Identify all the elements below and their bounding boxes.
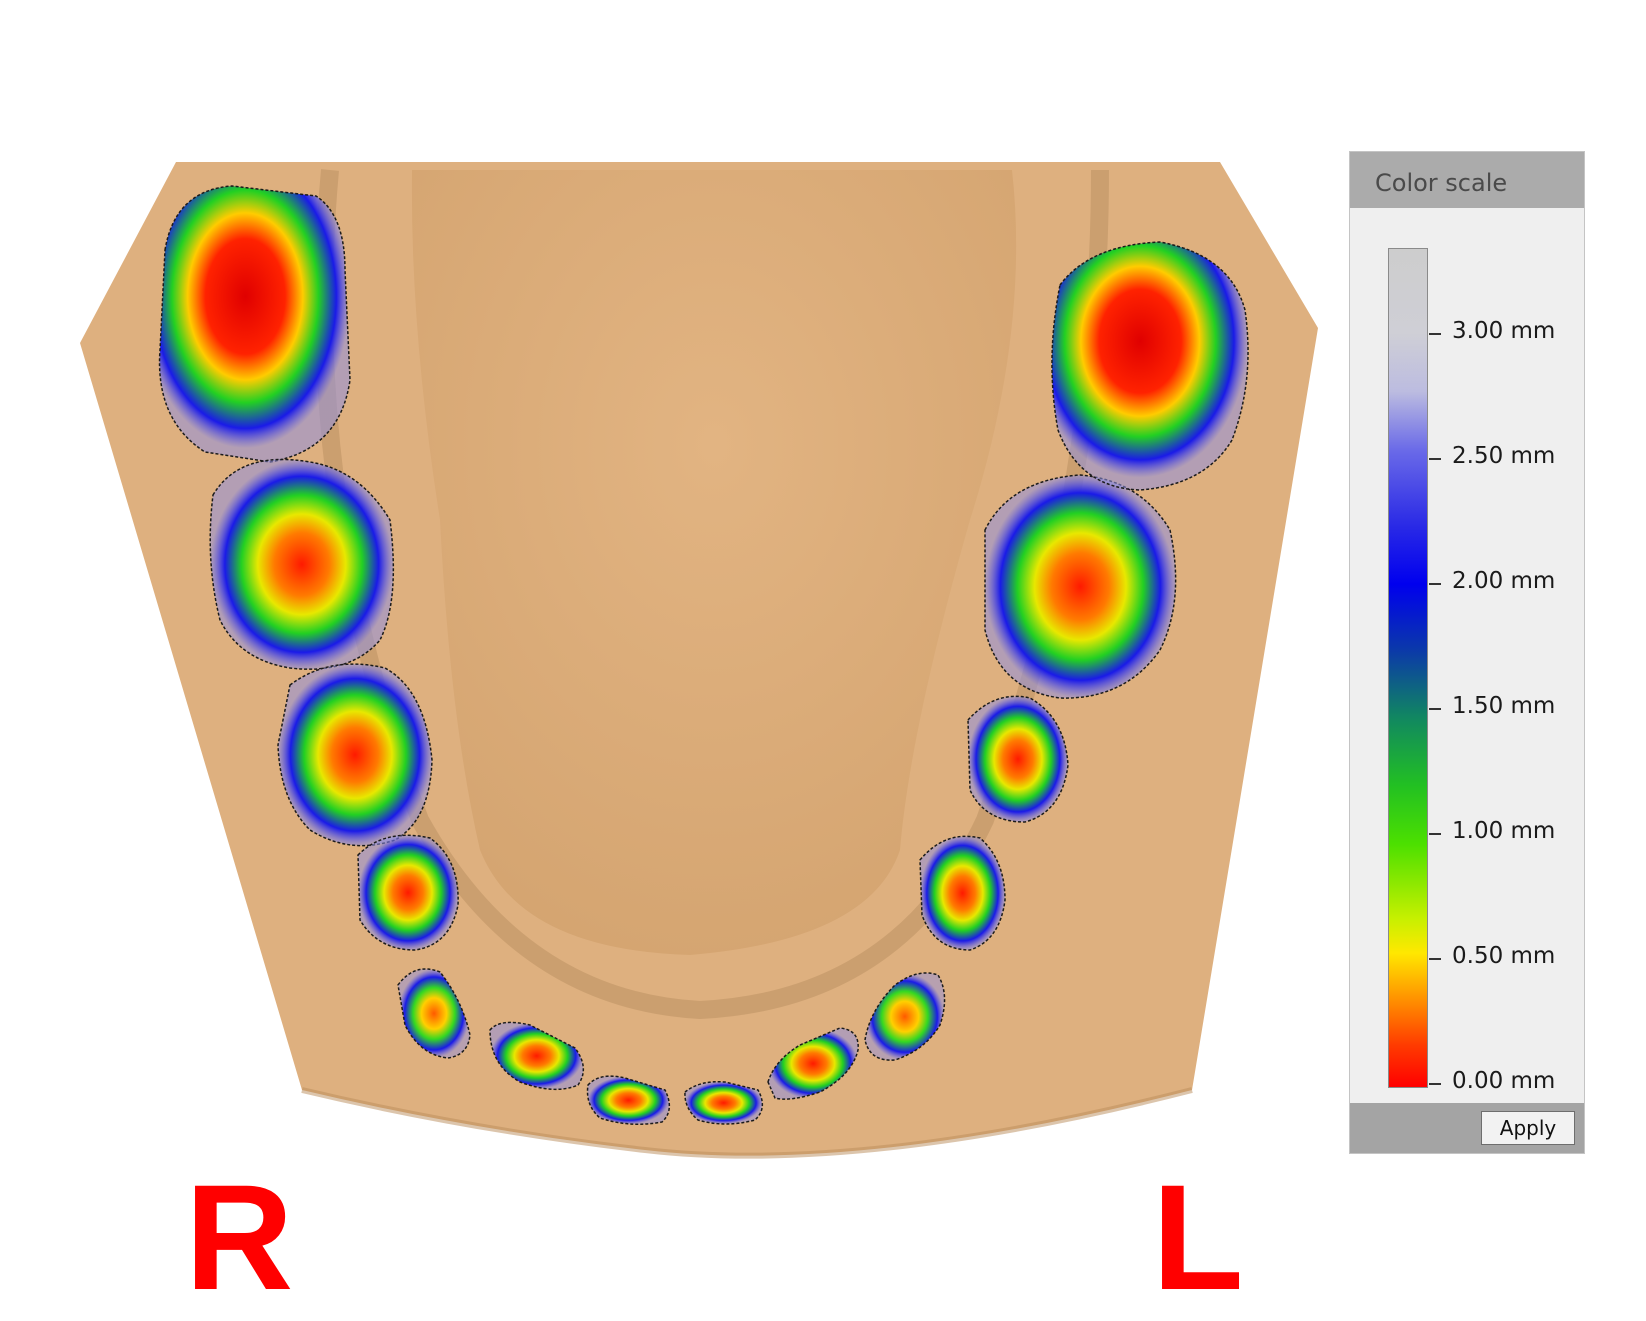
tooth-left-first-molar (984, 474, 1177, 699)
palate-area (411, 170, 1017, 955)
tooth-left-lateral-incisor (767, 1027, 859, 1100)
scale-tick-label: 1.00 mm (1452, 818, 1556, 844)
scale-tick (1429, 958, 1441, 960)
scale-tick-label: 0.00 mm (1452, 1068, 1556, 1094)
right-side-label: R (185, 1153, 294, 1321)
color-scale-panel: Color scale 3.00 mm 2.50 mm 2.00 mm 1.50… (1349, 151, 1585, 1154)
apply-button[interactable]: Apply (1481, 1111, 1575, 1145)
left-side-label: L (1152, 1153, 1244, 1321)
tooth-right-second-premolar (277, 663, 433, 847)
tooth-right-lateral-incisor (489, 1021, 584, 1091)
scale-tick (1429, 333, 1441, 335)
scale-tick-label: 3.00 mm (1452, 318, 1556, 344)
scale-tick (1429, 833, 1441, 835)
scale-tick (1429, 458, 1441, 460)
tooth-right-first-premolar (357, 834, 459, 951)
tooth-right-central-incisor (586, 1075, 671, 1125)
color-scale-header: Color scale (1350, 152, 1584, 208)
tooth-left-first-premolar (919, 835, 1006, 951)
scale-tick (1429, 583, 1441, 585)
scale-tick (1429, 1083, 1441, 1085)
scale-tick-label: 2.00 mm (1452, 568, 1556, 594)
tooth-left-second-molar (1051, 241, 1249, 491)
tooth-right-canine (397, 968, 471, 1059)
scale-tick (1429, 708, 1441, 710)
tooth-right-second-molar (158, 185, 351, 463)
color-scale-bar (1388, 248, 1428, 1088)
scale-tick-label: 1.50 mm (1452, 693, 1556, 719)
tooth-left-central-incisor (684, 1080, 764, 1125)
tooth-left-second-premolar (967, 695, 1069, 823)
color-scale-title: Color scale (1375, 169, 1508, 197)
tooth-left-canine (864, 972, 946, 1061)
scale-tick-label: 0.50 mm (1452, 943, 1556, 969)
lower-rim-shadow (301, 1087, 1193, 1159)
tooth-right-first-molar (209, 458, 395, 670)
color-scale-footer: Apply (1350, 1103, 1584, 1153)
scale-tick-label: 2.50 mm (1452, 443, 1556, 469)
